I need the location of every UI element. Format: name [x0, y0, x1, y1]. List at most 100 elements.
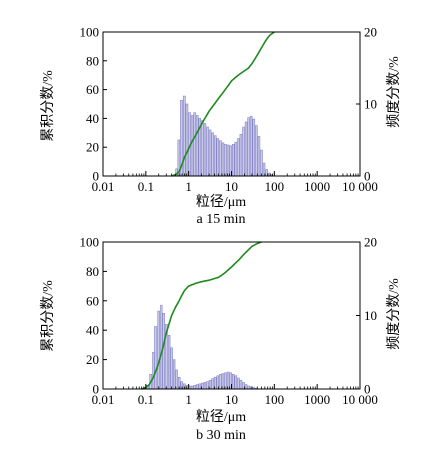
x-tick-label: 0.1 [138, 179, 154, 194]
y-left-tick-label: 60 [86, 293, 99, 308]
y-right-tick-label: 10 [364, 97, 377, 112]
frequency-bar [252, 118, 256, 177]
y-left-tick-label: 100 [80, 235, 100, 250]
frequency-bar [237, 377, 240, 390]
y-left-tick-label: 60 [86, 82, 99, 97]
cumulative-curve [141, 241, 262, 390]
y-right-axis-ticks: 0 10 20 [356, 235, 377, 397]
frequency-bar [221, 142, 225, 177]
y-right-axis-ticks: 0 10 20 [356, 25, 377, 184]
y-right-tick-label: 20 [364, 235, 377, 250]
frequency-bar [226, 371, 230, 390]
x-axis-label: 粒径/μm [196, 409, 246, 425]
x-tick-label: 10 [225, 179, 238, 194]
frequency-bar [203, 123, 207, 177]
y-right-tick-label: 20 [364, 25, 377, 40]
frequency-bar [234, 375, 238, 390]
frequency-bar [198, 383, 202, 390]
frequency-bar [249, 115, 253, 177]
frequency-bar [182, 95, 186, 177]
plot-frame [102, 241, 361, 390]
panel-caption: a 15 min [197, 212, 246, 227]
y-left-tick-label: 40 [86, 323, 99, 338]
x-tick-label: 100 [265, 392, 285, 407]
frequency-bar [234, 141, 238, 177]
x-tick-label: 10 000 [342, 392, 378, 407]
frequency-bar [170, 347, 173, 390]
frequency-bar [206, 381, 209, 390]
frequency-bar [206, 126, 209, 177]
frequency-bar [239, 379, 243, 390]
x-tick-label: 100 [265, 179, 285, 194]
frequency-bar [237, 138, 240, 177]
y-right-tick-label: 0 [364, 169, 371, 184]
y-left-tick-label: 80 [86, 53, 99, 68]
y-left-tick-label: 0 [93, 169, 100, 184]
y-left-tick-label: 20 [86, 352, 99, 367]
frequency-bar [239, 133, 243, 177]
y-left-axis-label: 累积分数/% [40, 280, 56, 352]
x-tick-label: 0.01 [92, 392, 115, 407]
frequency-bar [213, 135, 217, 177]
frequency-bar [203, 382, 207, 390]
frequency-bar [255, 125, 258, 177]
frequency-bar [190, 115, 194, 177]
y-left-axis-label: 累积分数/% [40, 70, 56, 142]
x-axis-label: 粒径/μm [196, 194, 246, 210]
cumulative-curve [171, 31, 275, 177]
frequency-bar [167, 335, 171, 390]
x-tick-label: 10 000 [342, 179, 378, 194]
frequency-bar [162, 312, 165, 390]
frequency-bar [260, 149, 263, 177]
frequency-bar [244, 121, 248, 177]
x-axis-ticks: 0.01 0.1 1 10 100 1000 10 000 [92, 171, 378, 194]
x-tick-label: 1 [185, 179, 192, 194]
x-axis-ticks: 0.01 0.1 1 10 100 1000 10 000 [92, 384, 378, 407]
x-tick-label: 1000 [304, 392, 330, 407]
frequency-bar [152, 351, 155, 390]
frequency-bar [244, 384, 248, 390]
frequency-bar [211, 378, 214, 390]
frequency-bar [219, 373, 222, 390]
frequency-bar [193, 112, 196, 177]
frequency-bar [201, 120, 204, 177]
y-left-tick-label: 0 [93, 382, 100, 397]
frequency-bar [242, 126, 245, 177]
x-tick-label: 0.01 [92, 179, 115, 194]
frequency-bar [226, 144, 230, 177]
y-left-tick-label: 40 [86, 111, 99, 126]
frequency-bar [232, 144, 235, 177]
frequency-bar [195, 115, 199, 177]
x-tick-label: 1 [185, 392, 192, 407]
y-left-tick-label: 20 [86, 140, 99, 155]
panel-caption: b 30 min [196, 428, 246, 443]
x-tick-label: 0.1 [138, 392, 154, 407]
panel-a-15min: 0.01 0.1 1 10 100 1000 10 000 0 20 40 60 80 100 0 10… [40, 25, 402, 228]
y-right-tick-label: 0 [364, 382, 371, 397]
x-tick-label: 10 [225, 392, 238, 407]
frequency-bars [175, 95, 274, 177]
y-left-tick-label: 100 [80, 25, 100, 40]
y-left-axis-ticks: 0 20 40 60 80 100 [80, 235, 107, 397]
frequency-bar [232, 373, 235, 390]
y-right-tick-label: 10 [364, 308, 377, 323]
y-right-axis-label: 频度分数/% [386, 278, 402, 350]
frequency-bar [157, 310, 161, 390]
frequency-bar [216, 138, 220, 177]
frequency-bar [193, 385, 196, 390]
frequency-bar [160, 304, 163, 390]
frequency-bar [154, 326, 158, 390]
y-left-tick-label: 80 [86, 264, 99, 279]
y-right-axis-label: 频度分数/% [386, 56, 402, 128]
y-left-axis-ticks: 0 20 40 60 80 100 [80, 25, 107, 184]
x-tick-label: 1000 [304, 179, 330, 194]
frequency-bar [224, 144, 227, 177]
frequency-bar [219, 140, 222, 177]
frequency-bar [257, 136, 261, 177]
frequency-bar [195, 384, 199, 390]
frequency-bar [173, 359, 176, 390]
frequency-bar [247, 117, 250, 177]
frequency-bar [211, 132, 214, 177]
frequency-bar [208, 129, 212, 177]
